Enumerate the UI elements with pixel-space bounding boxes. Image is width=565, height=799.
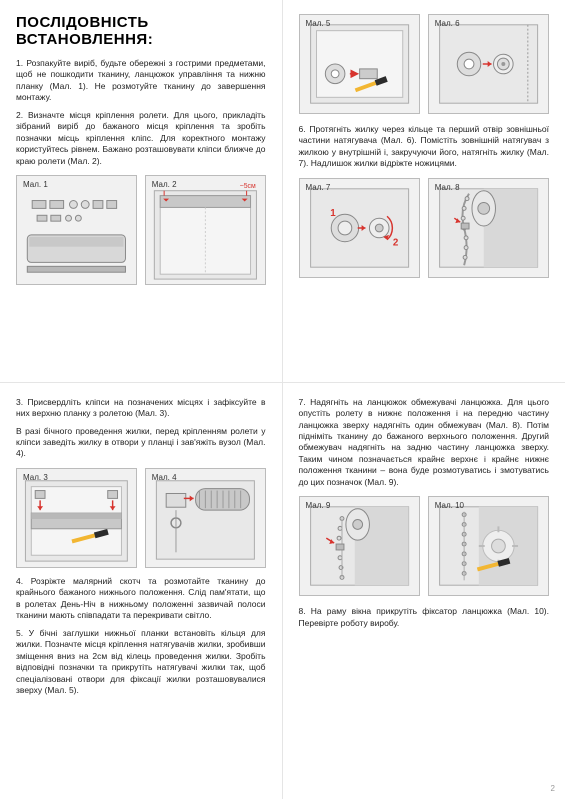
step-2: 2. Визначте місця кріплення ролети. Для … (16, 110, 266, 167)
step-3a: 3. Присвердліть кліпси на позначених міс… (16, 397, 266, 420)
figure-4: Мал. 4 (145, 468, 266, 568)
step-4: 4. Розріжте малярний скотч та розмотайте… (16, 576, 266, 622)
quadrant-bottom-right: 7. Надягніть на ланцюжок обмежувачі ланц… (283, 383, 565, 799)
page-number: 2 (551, 784, 555, 793)
fig-row-9-10: Мал. 9 Мал. (299, 496, 550, 596)
fig-row-3-4: Мал. 3 (16, 468, 266, 568)
figure-9: Мал. 9 (299, 496, 420, 596)
page-title: ПОСЛІДОВНІСТЬ ВСТАНОВЛЕННЯ: (16, 14, 266, 48)
fig5-svg (300, 15, 419, 113)
step-8: 8. На раму вікна прикрутіть фіксатор лан… (299, 606, 550, 629)
fig8-svg (429, 179, 548, 277)
figure-2: Мал. 2 ~5см (145, 175, 266, 285)
quadrant-top-left: ПОСЛІДОВНІСТЬ ВСТАНОВЛЕННЯ: 1. Розпакуйт… (0, 0, 283, 383)
svg-text:1: 1 (330, 208, 336, 219)
fig-label-2: Мал. 2 (152, 180, 177, 189)
figure-3: Мал. 3 (16, 468, 137, 568)
step-5: 5. У бічні заглушки нижньої планки встан… (16, 628, 266, 697)
fig-label-10: Мал. 10 (435, 501, 464, 510)
fig-label-8: Мал. 8 (435, 183, 460, 192)
fig-label-4: Мал. 4 (152, 473, 177, 482)
fig7-svg: 1 2 (300, 179, 419, 277)
fig-label-5: Мал. 5 (306, 19, 331, 28)
svg-text:2: 2 (392, 238, 398, 249)
fig2-svg: ~5см (146, 176, 265, 284)
figure-6: Мал. 6 (428, 14, 549, 114)
quadrant-bottom-left: 3. Присвердліть кліпси на позначених міс… (0, 383, 283, 799)
fig-label-3: Мал. 3 (23, 473, 48, 482)
fig3-svg (17, 469, 136, 567)
fig-label-9: Мал. 9 (306, 501, 331, 510)
fig-row-5-6: Мал. 5 Мал. 6 (299, 14, 550, 114)
quadrant-top-right: Мал. 5 Мал. 6 (283, 0, 565, 383)
dim-5cm: ~5см (239, 183, 255, 190)
fig6-svg (429, 15, 548, 113)
step-6: 6. Протягніть жилку через кільце та перш… (299, 124, 550, 170)
step-3b: В разі бічного проведення жилки, перед к… (16, 426, 266, 460)
figure-5: Мал. 5 (299, 14, 420, 114)
fig-row-7-8: Мал. 7 1 2 Мал. 8 (299, 178, 550, 278)
fig-row-1-2: Мал. 1 (16, 175, 266, 285)
fig-label-1: Мал. 1 (23, 180, 48, 189)
step-1: 1. Розпакуйте виріб, будьте обережні з г… (16, 58, 266, 104)
figure-1: Мал. 1 (16, 175, 137, 285)
figure-10: Мал. 10 (428, 496, 549, 596)
figure-8: Мал. 8 (428, 178, 549, 278)
figure-7: Мал. 7 1 2 (299, 178, 420, 278)
fig1-svg (17, 176, 136, 284)
fig-label-6: Мал. 6 (435, 19, 460, 28)
fig9-svg (300, 497, 419, 595)
step-7: 7. Надягніть на ланцюжок обмежувачі ланц… (299, 397, 550, 489)
fig4-svg (146, 469, 265, 567)
fig-label-7: Мал. 7 (306, 183, 331, 192)
fig10-svg (429, 497, 548, 595)
